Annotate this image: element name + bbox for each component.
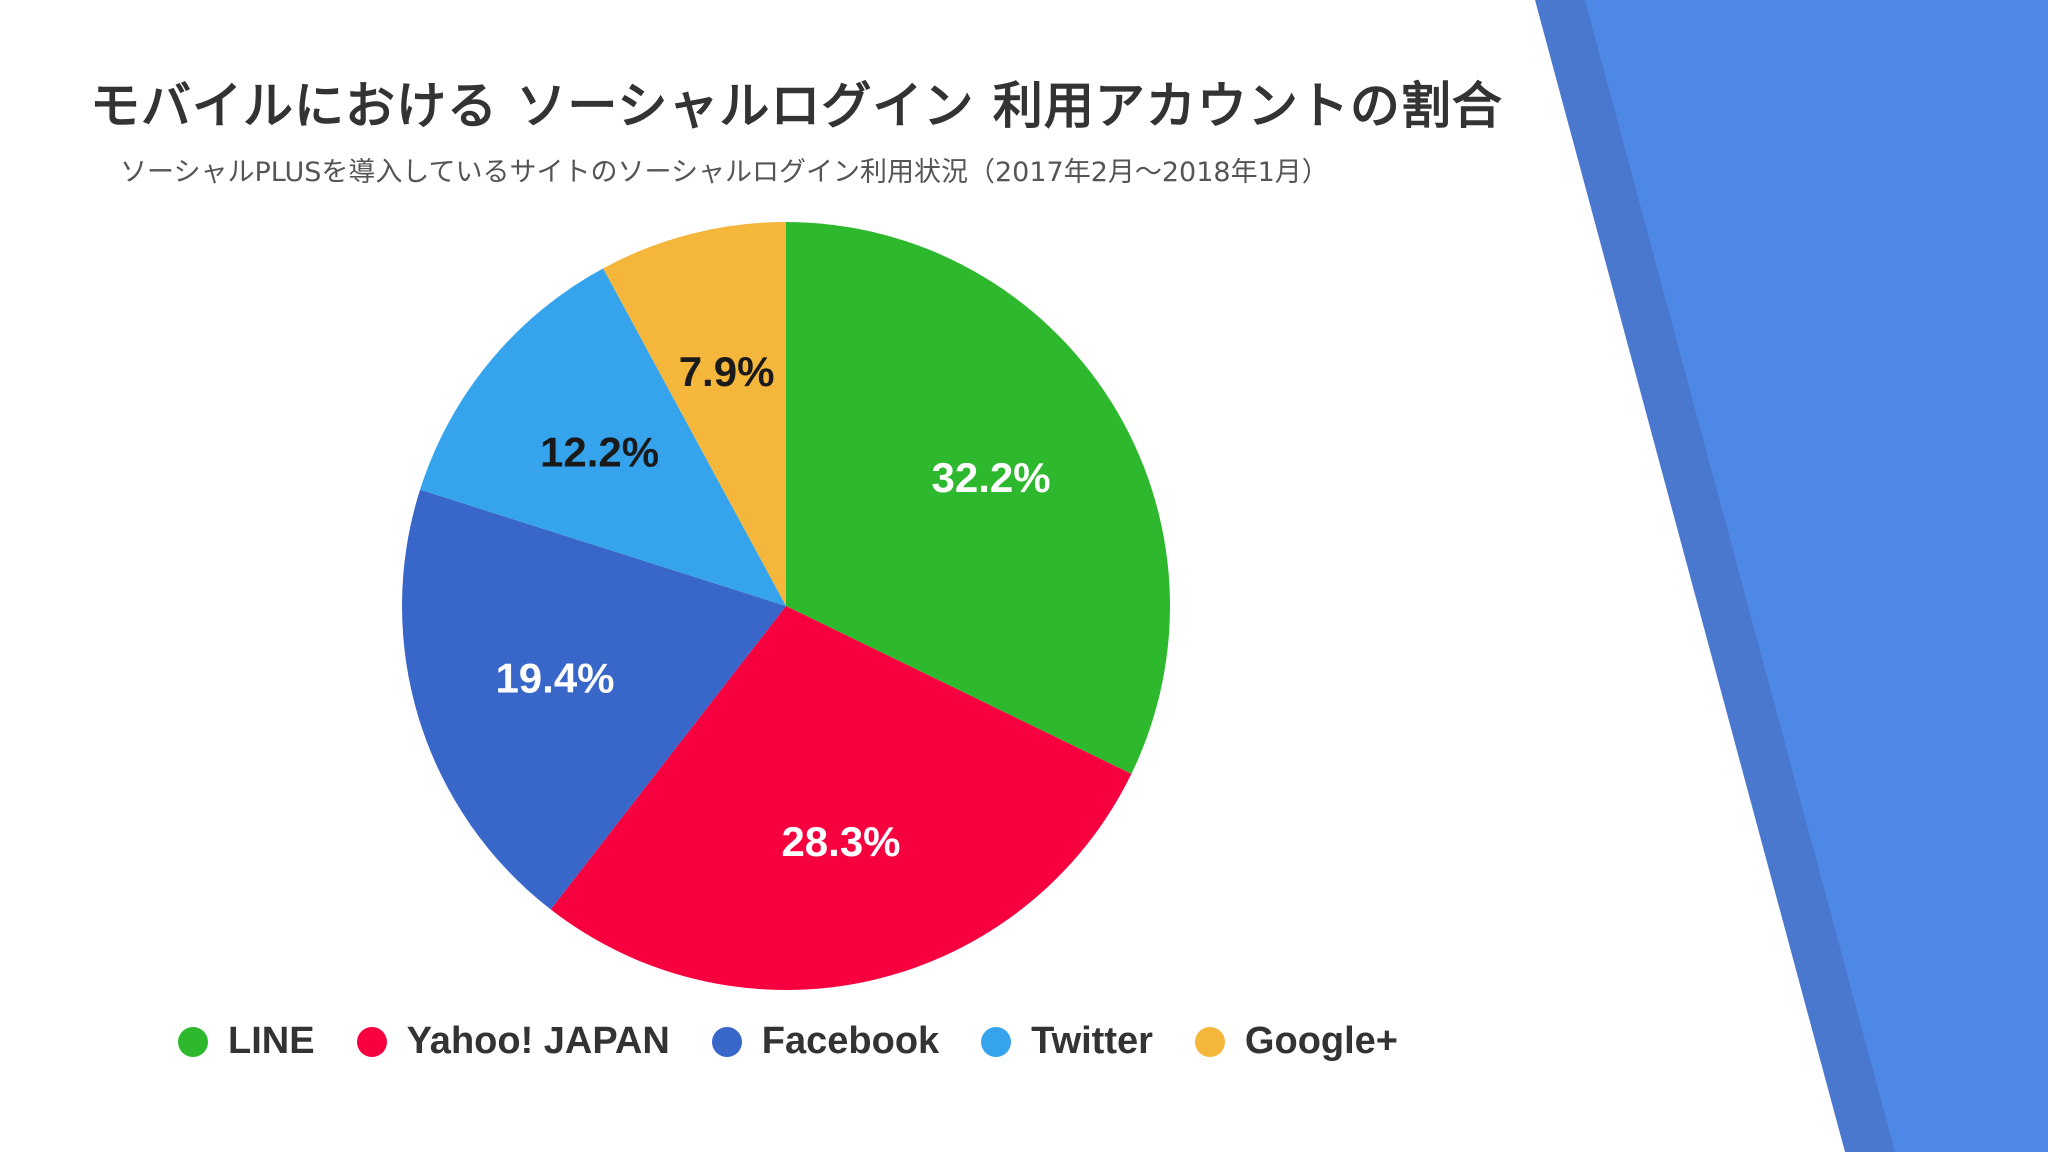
legend-item-facebook: Facebook — [711, 1020, 940, 1063]
legend-swatch — [178, 1026, 208, 1057]
legend-label: Facebook — [761, 1020, 940, 1062]
legend-item-google: Google+ — [1194, 1020, 1398, 1063]
legend-item-yahoo-japan: Yahoo! JAPAN — [356, 1020, 670, 1063]
slice-label-line: 32.2% — [932, 454, 1051, 501]
slice-label-google: 7.9% — [679, 348, 775, 395]
pie-slice-twitter — [420, 268, 786, 606]
legend-item-twitter: Twitter — [981, 1020, 1153, 1063]
pie-slice-line — [786, 222, 1170, 774]
legend-swatch — [981, 1026, 1012, 1057]
slice-label-yahoo-japan: 28.3% — [781, 818, 900, 865]
chart-title: モバイルにおける ソーシャルログイン 利用アカウントの割合 — [90, 77, 1503, 135]
legend-swatch — [711, 1026, 742, 1057]
decor-band-light — [1585, 0, 2048, 1152]
legend-label: Yahoo! JAPAN — [406, 1020, 670, 1062]
legend-item-line: LINE — [178, 1020, 315, 1063]
pie-slice-yahoo-japan — [550, 606, 1132, 991]
chart-subtitle: ソーシャルPLUSを導入しているサイトのソーシャルログイン利用状況（2017年2… — [120, 157, 1329, 188]
legend-swatch — [356, 1026, 387, 1057]
legend-label: LINE — [228, 1020, 315, 1062]
legend-label: Google+ — [1244, 1020, 1398, 1062]
pie-slice-google — [603, 222, 786, 606]
legend-label: Twitter — [1031, 1020, 1153, 1062]
pie-slice-facebook — [402, 489, 786, 910]
slice-label-twitter: 12.2% — [540, 428, 659, 475]
legend-swatch — [1194, 1026, 1225, 1057]
slice-label-facebook: 19.4% — [495, 654, 614, 701]
chart-legend: LINE Yahoo! JAPAN Facebook Twitter Google+ — [178, 1020, 1440, 1063]
